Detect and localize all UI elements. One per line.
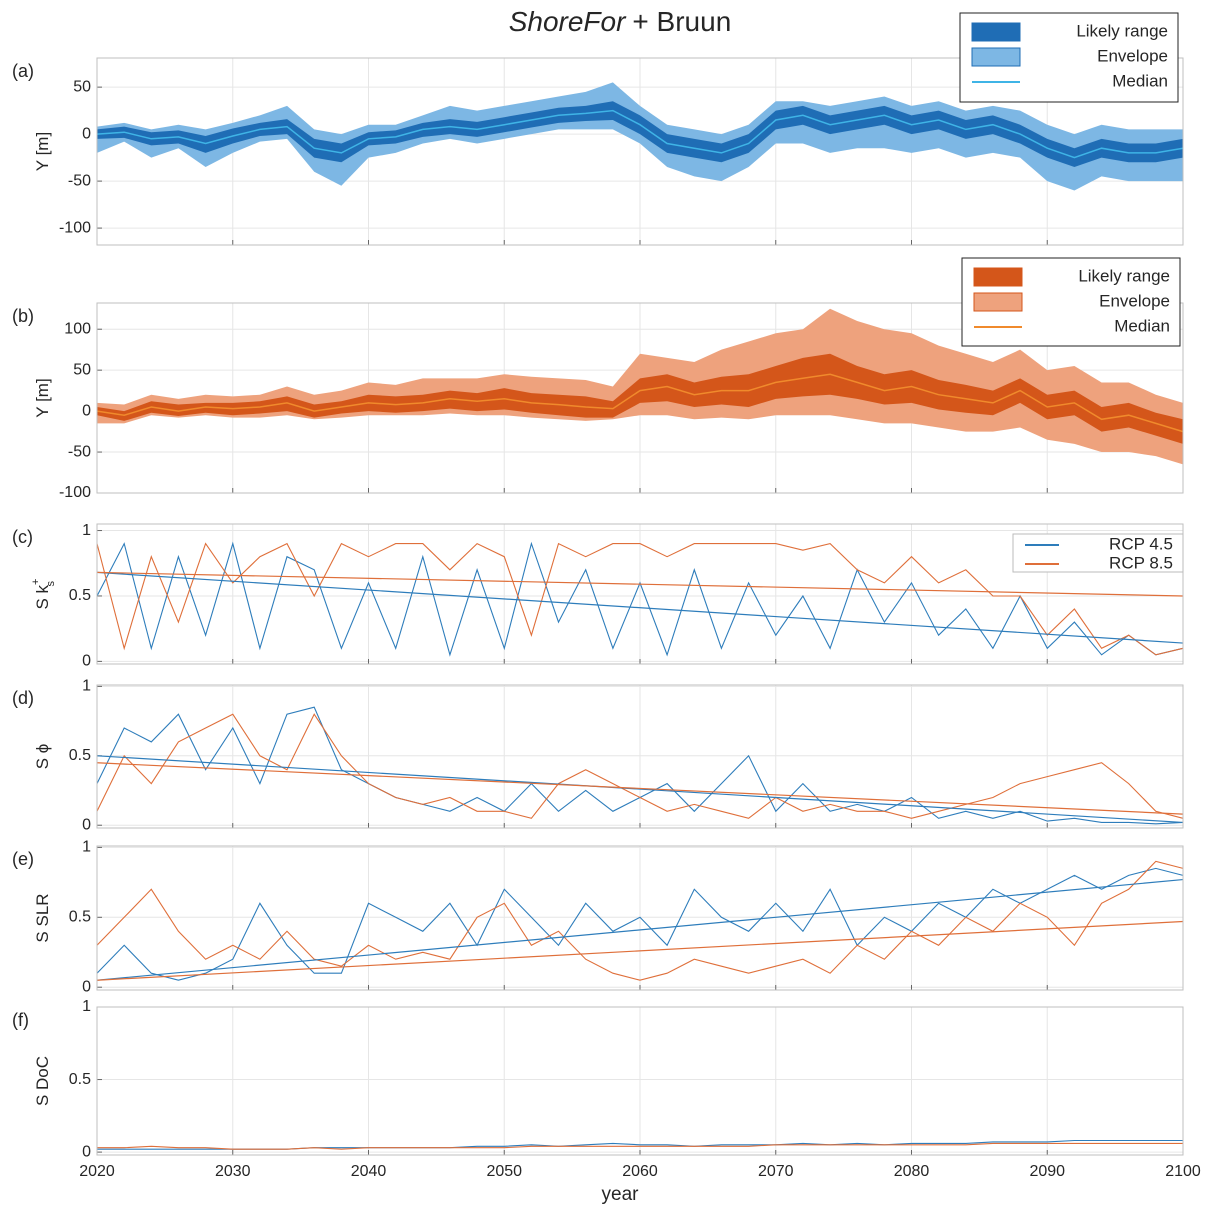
series-line <box>96 860 1184 981</box>
legend-swatch <box>973 292 1023 312</box>
y-label-text: Y [m] <box>33 378 52 417</box>
y-tick-label: -50 <box>68 443 91 460</box>
x-tick-label: 2040 <box>351 1163 387 1180</box>
y-tick-label: 0 <box>82 125 91 142</box>
y-label-sub: s <box>45 581 57 587</box>
panel: 100 50 0 -50 -100 (b) Y [m] Likely range Envelop… <box>12 257 1184 501</box>
y-tick-label: 0.5 <box>69 587 91 604</box>
plot-frame <box>96 845 1184 991</box>
title-italic: ShoreFor <box>509 6 627 37</box>
y-tick-label: 0 <box>82 402 91 419</box>
y-axis-label: S ϕ <box>33 744 52 770</box>
y-axis-label: S SLR <box>33 893 52 942</box>
legend-box <box>1012 533 1184 573</box>
median-line <box>96 109 1184 159</box>
y-tick-label: 1 <box>82 678 91 695</box>
legend-swatch <box>971 47 1021 67</box>
trend-line <box>96 571 1184 597</box>
likely-band <box>97 353 1183 444</box>
y-tick-label: 0 <box>82 816 91 833</box>
chart-title: ShoreFor + Bruun <box>509 6 732 37</box>
plot-frame <box>96 523 1184 665</box>
panel-label: (e) <box>12 849 34 869</box>
panel: 0 0.5 1 2020 2030 2040 2050 2060 2070 2080 2090 210… <box>12 998 1201 1205</box>
legend-label: RCP 8.5 <box>1109 553 1173 572</box>
x-tick-label: 2050 <box>486 1163 522 1180</box>
plot-frame <box>96 57 1184 246</box>
y-tick-label: 0.5 <box>69 1071 91 1088</box>
panel: 0 0.5 1 (e) S SLR <box>12 839 1184 995</box>
trend-line <box>96 920 1184 981</box>
y-axis-label: S k+ s <box>30 579 57 610</box>
y-tick-label: 1 <box>82 839 91 856</box>
y-tick-label: -100 <box>59 484 91 501</box>
legend-label: Median <box>1114 316 1170 335</box>
y-tick-label: -50 <box>68 172 91 189</box>
x-tick-label: 2020 <box>79 1163 115 1180</box>
y-tick-label: 0.5 <box>69 909 91 926</box>
legend-swatch <box>971 22 1021 42</box>
trend-line <box>96 755 1184 824</box>
y-tick-label: 0 <box>82 978 91 995</box>
y-label-text: Y [m] <box>33 132 52 171</box>
y-tick-label: 100 <box>64 320 91 337</box>
panel: 50 0 -50 -100 (a) Y [m] ShoreFor + Bruun Likely … <box>12 6 1184 246</box>
series-line <box>96 542 1184 656</box>
series-line <box>96 713 1184 819</box>
plot-frame <box>96 684 1184 829</box>
legend-label: RCP 4.5 <box>1109 534 1173 553</box>
y-tick-label: 1 <box>82 522 91 539</box>
legend-label: Likely range <box>1076 21 1168 40</box>
panel-label: (c) <box>12 527 33 547</box>
trend-line <box>96 878 1184 981</box>
series-line <box>96 867 1184 981</box>
envelope-band <box>97 82 1183 191</box>
x-tick-label: 2080 <box>894 1163 930 1180</box>
legend-label: Envelope <box>1097 46 1168 65</box>
panel-label: (f) <box>12 1010 29 1030</box>
series-line <box>97 1142 1183 1150</box>
likely-band <box>97 101 1183 168</box>
y-axis-label: S DoC <box>33 1056 52 1106</box>
plot-frame <box>96 1006 1184 1156</box>
x-tick-label: 2090 <box>1029 1163 1065 1180</box>
trend-line <box>96 762 1184 815</box>
y-tick-label: 50 <box>73 78 91 95</box>
y-label-text: S DoC <box>33 1056 52 1106</box>
legend-label: Envelope <box>1099 291 1170 310</box>
y-label-text: S SLR <box>33 893 52 942</box>
x-axis-label: year <box>602 1184 640 1205</box>
x-tick-label: 2060 <box>622 1163 658 1180</box>
y-label-text: S ϕ <box>33 744 52 770</box>
panel-label: (d) <box>12 688 34 708</box>
x-tick-label: 2030 <box>215 1163 251 1180</box>
y-tick-label: -100 <box>59 219 91 236</box>
panel: 0 0.5 1 (d) S ϕ <box>12 678 1184 833</box>
trend-line <box>96 571 1184 644</box>
plot-frame <box>96 302 1184 494</box>
legend-label: Likely range <box>1078 266 1170 285</box>
panel-label: (a) <box>12 61 34 81</box>
y-label-sup: + <box>30 579 42 585</box>
y-label-text: S k <box>33 584 52 609</box>
y-tick-label: 0 <box>82 653 91 670</box>
median-line <box>96 373 1184 433</box>
y-axis-label: Y [m] <box>33 378 52 417</box>
panel-label: (b) <box>12 306 34 326</box>
y-tick-label: 1 <box>82 998 91 1015</box>
legend-swatch <box>973 267 1023 287</box>
y-tick-label: 50 <box>73 361 91 378</box>
x-tick-label: 2070 <box>758 1163 794 1180</box>
x-tick-label: 2100 <box>1165 1163 1201 1180</box>
legend-label: Median <box>1112 71 1168 90</box>
y-tick-label: 0 <box>82 1143 91 1160</box>
y-axis-label: Y [m] <box>33 132 52 171</box>
title-rest: + Bruun <box>632 6 731 37</box>
y-tick-label: 0.5 <box>69 747 91 764</box>
